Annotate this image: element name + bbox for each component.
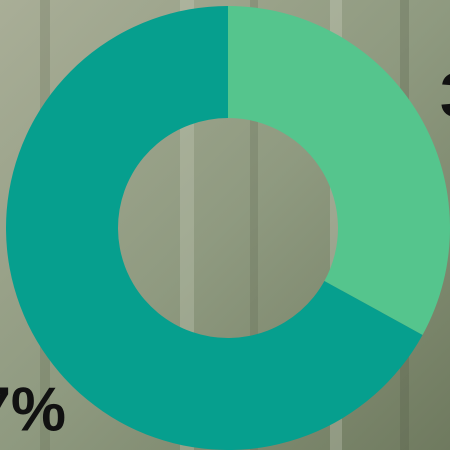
donut-slice (6, 6, 423, 450)
slice-label: 33% (440, 61, 450, 130)
donut-slice (228, 6, 450, 335)
slice-label: 67% (0, 375, 66, 444)
